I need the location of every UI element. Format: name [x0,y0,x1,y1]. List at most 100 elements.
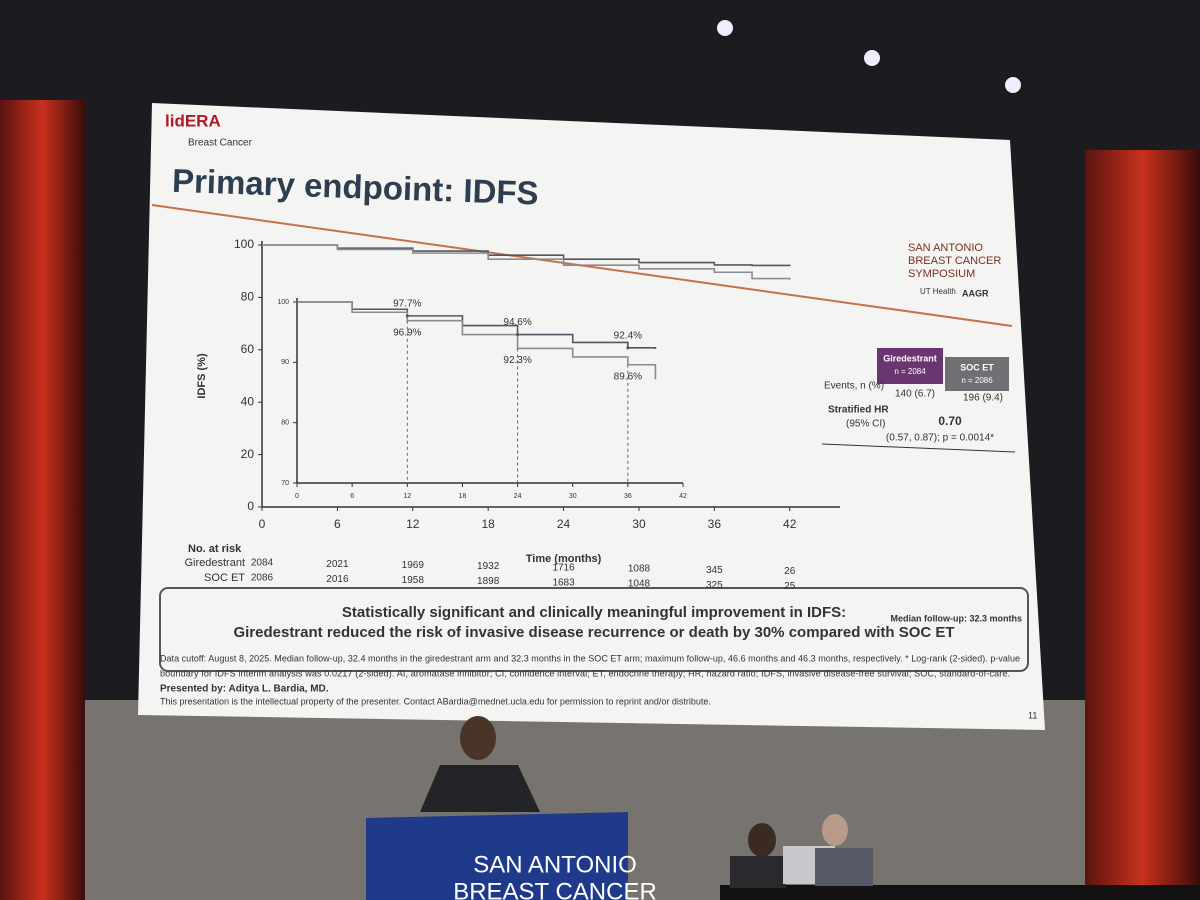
light [1005,77,1021,93]
panelist [822,814,848,846]
x-tick-label: 30 [569,493,577,500]
header: Giredestrant [883,353,937,363]
x-tick-label: 36 [624,493,632,500]
sponsor: SYMPOSIUM [908,268,975,280]
y-tick-label: 40 [241,394,255,408]
y-tick-label: 80 [281,420,289,427]
partner: UT Health [920,287,956,296]
annotation: 92.4% [614,330,642,341]
risk-count: 2086 [251,573,274,584]
slide [138,103,1045,730]
header-cell [945,357,1009,391]
y-tick-label: 100 [234,237,254,251]
risk-count: 1932 [477,561,500,572]
page-number: 11 [1028,710,1037,720]
partner: AAGR [962,288,989,298]
footnote: Data cutoff: August 8, 2025. Median foll… [160,653,1020,663]
conclusion: Giredestrant reduced the risk of invasiv… [233,624,954,641]
podium-text: SAN ANTONIO [473,851,637,878]
x-tick-label: 12 [406,517,420,531]
panel-table [720,885,1200,900]
y-axis-label: IDFS (%) [196,353,208,399]
y-tick-label: 0 [247,499,254,513]
x-tick-label: 24 [557,517,571,531]
x-tick-label: 36 [708,517,722,531]
y-tick-label: 70 [281,480,289,487]
x-tick-label: 42 [783,517,797,531]
panelist [748,823,776,857]
panelist [730,856,786,888]
x-tick-label: 18 [481,517,495,531]
x-tick-label: 24 [514,493,522,500]
risk-count: 1898 [477,576,500,587]
survival-curve [262,244,791,280]
conclusion-box [159,587,1029,672]
speaker-body [420,765,540,812]
presenter: Presented by: Aditya L. Bardia, MD. [160,684,329,695]
annotation: 92.3% [503,355,531,366]
stage: SAN ANTONIO BREAST CANCER [366,716,1200,900]
annotation: 97.7% [393,299,421,310]
hr: 0.70 [938,414,962,428]
sponsor: SAN ANTONIO [908,242,983,254]
risk-count: 1969 [402,560,425,571]
left-wall [0,100,85,900]
light [717,20,733,36]
row-label: Events, n (%) [824,381,884,392]
risk-count: 325 [706,580,723,591]
annotation-point [405,314,409,318]
cell: 140 (6.7) [895,389,935,400]
header-cell [877,348,943,384]
risk-count: 1088 [628,564,651,575]
risk-heading: No. at risk [188,543,242,555]
median: Median follow-up: 32.3 months [890,613,1022,623]
x-tick-label: 0 [259,517,266,531]
risk-count: 2016 [326,574,349,585]
x-tick-label: 6 [350,493,354,500]
footnote: boundary for IDFS interim analysis was 0… [160,668,1010,678]
risk-count: 345 [706,565,723,576]
cell: 196 (9.4) [963,393,1003,404]
ci: (0.57, 0.87); p = 0.0014* [886,433,994,444]
y-tick-label: 20 [241,447,255,461]
header: n = 2086 [961,376,993,385]
risk-count: 26 [784,566,796,577]
risk-count: 1958 [402,575,425,586]
survival-curve [297,301,657,350]
risk-count: 2084 [251,558,274,569]
light [864,50,880,66]
x-tick-label: 0 [295,493,299,500]
risk-count: 1683 [552,577,575,588]
x-tick-label: 42 [679,493,687,500]
annotation: 89.6% [614,371,642,382]
header: n = 2084 [894,367,926,376]
x-tick-label: 30 [632,517,646,531]
annotation-point [516,333,520,337]
x-tick-label: 12 [403,493,411,500]
risk-count: 1048 [628,579,651,590]
y-tick-label: 60 [241,342,255,356]
logo-sub: Breast Cancer [188,138,253,149]
y-tick-label: 100 [277,299,289,306]
annotation: 94.6% [503,317,531,328]
row-label: (95% CI) [846,419,885,430]
risk-count: 2021 [326,559,349,570]
annotation-point [626,346,630,350]
x-axis-label: Time (months) [526,553,602,565]
right-wall [1085,150,1200,900]
speaker-head [460,716,496,760]
row-label: Stratified HR [828,405,889,416]
risk-count: 25 [784,581,796,592]
podium [366,812,628,900]
risk-row: Giredestrant [184,557,245,569]
logo: lidERA [165,111,221,130]
copyright: This presentation is the intellectual pr… [160,696,711,706]
sponsor: BREAST CANCER [908,255,1001,267]
risk-row: SOC ET [204,572,245,584]
x-tick-label: 6 [334,517,341,531]
y-tick-label: 80 [241,290,255,304]
risk-count: 1716 [552,562,575,573]
slide-content: lidERA Breast Cancer Primary endpoint: I… [151,111,1037,720]
